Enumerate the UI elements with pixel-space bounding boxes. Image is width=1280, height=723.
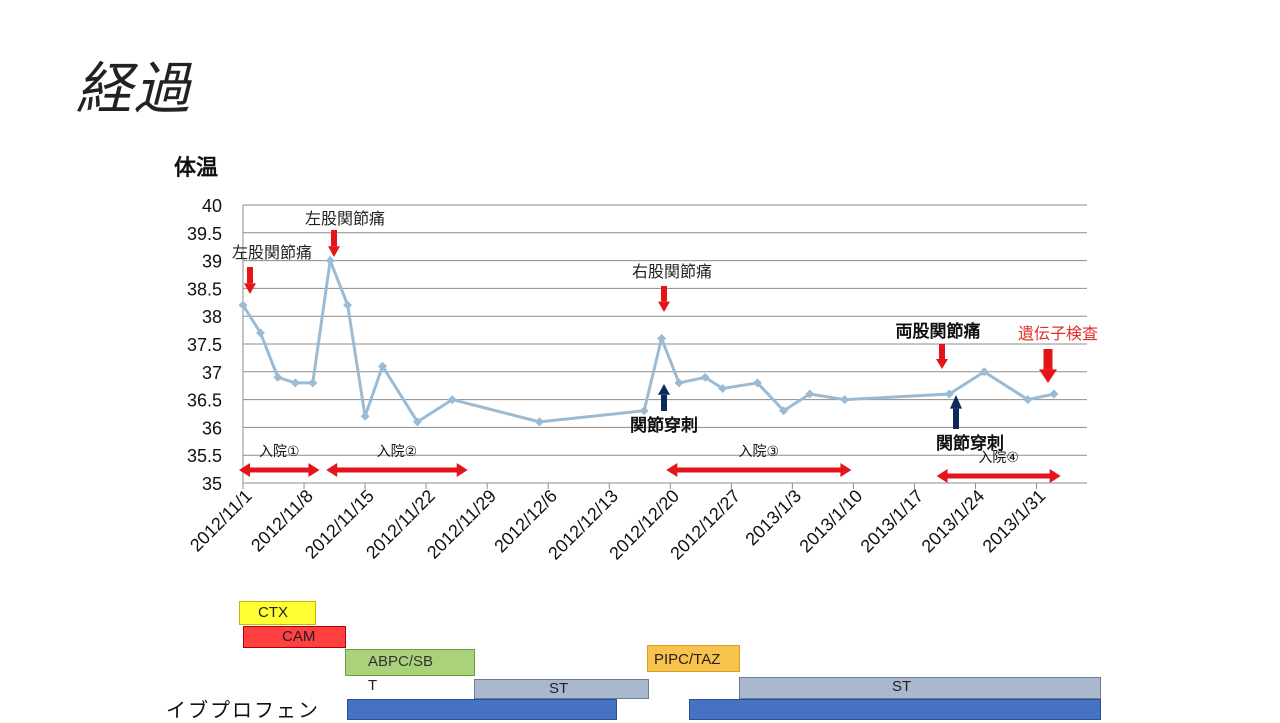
- data-point: [255, 328, 265, 338]
- med-st1-label: ST: [549, 680, 569, 697]
- annotation-1-arrow-shaft: [247, 267, 253, 284]
- annotation-6-arrow-shaft: [661, 394, 667, 411]
- annotation-2-arrow-shaft: [331, 230, 337, 247]
- annotation-7-arrow-shaft: [953, 408, 959, 429]
- annotation-2-arrow-head: [328, 246, 340, 257]
- data-point: [657, 333, 667, 343]
- admission-3-arrow-head-left: [666, 463, 678, 477]
- y-tick-label: 36: [202, 418, 222, 438]
- data-point: [944, 389, 954, 399]
- data-point: [447, 395, 457, 405]
- med-ibuprofen-label: イブプロフェン: [166, 698, 320, 722]
- x-tick-label: 2013/1/31: [979, 486, 1050, 557]
- temperature-chart: 35 35.5 36 36.5 37 37.5 38 38.5 39 39.5 40 2012/11/…: [186, 196, 1098, 564]
- data-point: [290, 378, 300, 388]
- med-ctx-label: CTX: [258, 604, 288, 621]
- med-ibuprofen-bar-2: [689, 699, 1101, 720]
- med-abpc-t-label: T: [368, 677, 378, 694]
- admission-3-label: 入院③: [739, 444, 780, 460]
- med-pipc-label: PIPC/TAZ: [654, 651, 721, 668]
- admission-1-arrow-head-right: [308, 463, 320, 477]
- data-point: [534, 417, 544, 427]
- med-ibuprofen-bar-1: [347, 699, 617, 720]
- annotation-5-arrow-head: [1039, 369, 1057, 383]
- data-point: [805, 389, 815, 399]
- admission-1-arrow-head-left: [239, 463, 250, 477]
- med-pipc-bar: PIPC/TAZ: [647, 645, 740, 672]
- annotation-3-label: 右股関節痛: [632, 262, 712, 281]
- chart-title: 体温: [174, 156, 219, 181]
- med-st2-bar: ST: [739, 677, 1101, 699]
- data-point: [343, 300, 353, 310]
- med-ctx-bar: CTX: [239, 601, 316, 625]
- admission-1-label: 入院①: [259, 444, 300, 460]
- data-point: [238, 300, 248, 310]
- y-tick-label: 38.5: [187, 279, 222, 299]
- data-point: [1049, 389, 1059, 399]
- annotation-4-arrow-head: [936, 359, 948, 369]
- y-tick-label: 37.5: [187, 335, 222, 355]
- admission-2-arrow-head-right: [456, 463, 468, 477]
- y-tick-label: 36.5: [187, 391, 222, 411]
- data-point: [639, 406, 649, 416]
- x-tick-label: 2013/1/3: [741, 486, 805, 550]
- y-tick-label: 39: [202, 252, 222, 272]
- data-point: [360, 411, 370, 421]
- y-tick-label: 35.5: [187, 446, 222, 466]
- data-point: [273, 372, 283, 382]
- annotation-7-label: 関節穿刺: [936, 433, 1004, 454]
- admission-4-arrow-head-left: [936, 469, 948, 483]
- annotation-2-label: 左股関節痛: [305, 209, 385, 228]
- annotation-7-arrow-head: [950, 395, 962, 409]
- annotation-6-label: 関節穿刺: [630, 415, 698, 436]
- med-abpc-bar: ABPC/SB: [345, 649, 475, 676]
- med-cam-label: CAM: [282, 628, 316, 645]
- data-point: [752, 378, 762, 388]
- annotation-1-arrow-head: [244, 283, 256, 294]
- y-tick-label: 35: [202, 474, 222, 494]
- data-point: [700, 372, 710, 382]
- x-tick-label: 2013/1/17: [857, 486, 928, 557]
- slide-title: 経過: [76, 57, 192, 122]
- admission-4-label: 入院④: [978, 450, 1019, 466]
- admission-4-arrow-head-right: [1049, 469, 1061, 483]
- annotation-1-label: 左股関節痛: [232, 243, 312, 262]
- x-tick-label: 2013/1/10: [795, 486, 866, 557]
- y-tick-label: 37: [202, 363, 222, 383]
- med-cam-bar: CAM: [243, 626, 346, 648]
- annotation-6-arrow-head: [658, 384, 670, 395]
- data-point: [412, 417, 422, 427]
- admission-2-arrow-head-left: [326, 463, 338, 477]
- annotation-4-label: 両股関節痛: [896, 321, 981, 342]
- x-tick-label: 2012/11/1: [186, 486, 256, 556]
- data-point: [674, 378, 684, 388]
- admission-3-arrow-head-right: [840, 463, 852, 477]
- data-point: [378, 361, 388, 371]
- annotation-3-arrow-shaft: [661, 286, 667, 302]
- x-tick-label: 2013/1/24: [918, 486, 989, 557]
- data-point: [1023, 395, 1033, 405]
- admission-2-label: 入院②: [377, 444, 418, 460]
- med-st2-label: ST: [892, 678, 912, 695]
- data-point: [325, 256, 335, 266]
- annotation-3-arrow-head: [658, 301, 670, 312]
- data-point: [840, 395, 850, 405]
- data-point: [308, 378, 318, 388]
- y-tick-label: 38: [202, 307, 222, 327]
- data-point: [779, 406, 789, 416]
- y-tick-label: 39.5: [187, 224, 222, 244]
- y-tick-label: 40: [202, 196, 222, 216]
- med-abpc-label: ABPC/SB: [368, 653, 434, 670]
- annotation-5-arrow-shaft: [1043, 349, 1053, 370]
- data-point: [979, 367, 989, 377]
- annotation-4-arrow-shaft: [939, 344, 945, 359]
- data-point: [718, 383, 728, 393]
- annotation-5-label: 遺伝子検査: [1018, 324, 1098, 343]
- med-st1-bar: ST: [474, 679, 649, 699]
